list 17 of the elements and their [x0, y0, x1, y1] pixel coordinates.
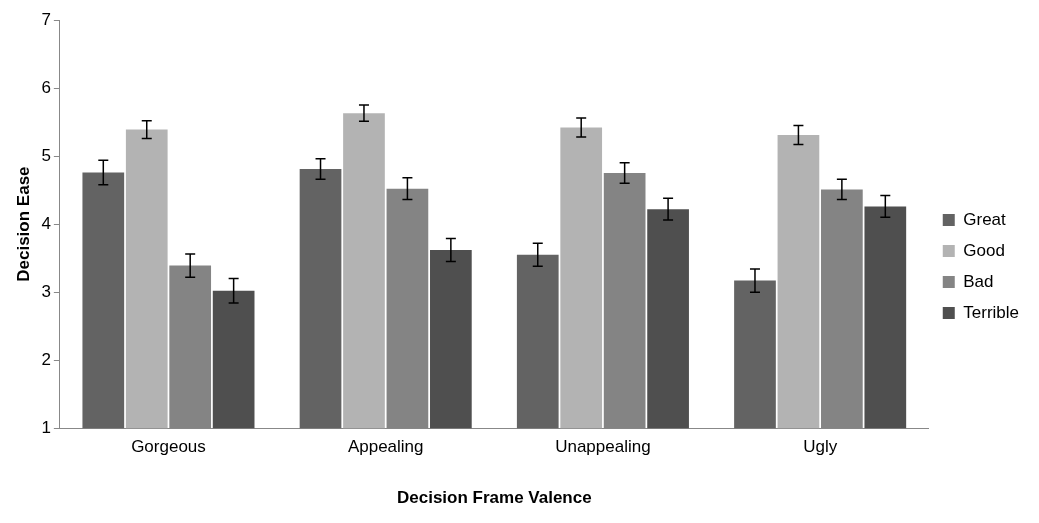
y-tick-label: 5 [41, 145, 51, 165]
y-tick-label: 2 [41, 349, 51, 369]
y-tick-label: 4 [41, 213, 51, 233]
x-tick-label: Ugly [803, 437, 838, 457]
y-tick-label: 6 [41, 77, 51, 97]
legend-label: Great [963, 209, 1007, 229]
x-tick-label: Unappealing [555, 437, 651, 457]
legend-label: Good [963, 240, 1005, 260]
legend-label: Bad [963, 271, 994, 291]
y-tick-label: 1 [41, 417, 51, 437]
x-axis-title: Decision Frame Valence [396, 488, 592, 508]
y-tick-label: 7 [41, 9, 51, 29]
y-tick-label: 3 [41, 281, 51, 301]
legend-label: Terrible [963, 302, 1020, 322]
y-axis-title: Decision Ease [13, 166, 33, 282]
x-tick-label: Appealing [347, 437, 424, 457]
x-tick-label: Gorgeous [131, 437, 206, 457]
